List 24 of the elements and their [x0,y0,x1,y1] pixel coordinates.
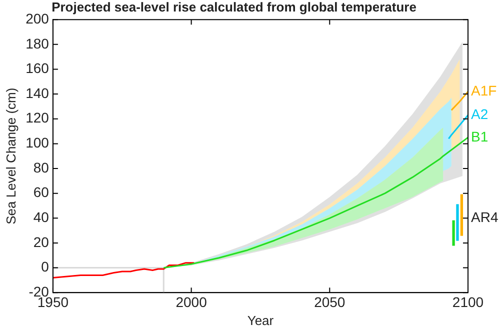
y-tick-label: 140 [26,84,50,101]
series-label: A1F [471,82,497,98]
bar [452,220,455,246]
y-tick-label: 200 [26,10,50,26]
bar [460,194,464,236]
x-tick-label: 2050 [314,294,346,310]
x-tick-label: 2000 [176,294,208,310]
y-tick-label: 100 [26,134,50,151]
y-tick-label: 0 [41,258,50,275]
chart-title: Projected sea-level rise calculated from global temperature [52,0,416,14]
bar [456,204,459,241]
y-tick-label: 40 [33,209,50,226]
y-tick-label: 80 [33,159,50,176]
y-axis-title: Sea Level Change (cm) [3,88,18,224]
y-tick-label: 160 [26,60,50,76]
y-tick-label: 60 [33,184,50,200]
series-label: B1 [471,128,488,144]
y-tick-label: 120 [26,110,50,126]
annotation: AR4 [471,209,498,226]
y-tick-label: 180 [26,35,50,52]
x-tick-label: 2100 [452,294,484,310]
y-tick-label: 20 [33,234,50,250]
series-label: A2 [471,106,488,122]
x-axis-title: Year [247,312,274,328]
